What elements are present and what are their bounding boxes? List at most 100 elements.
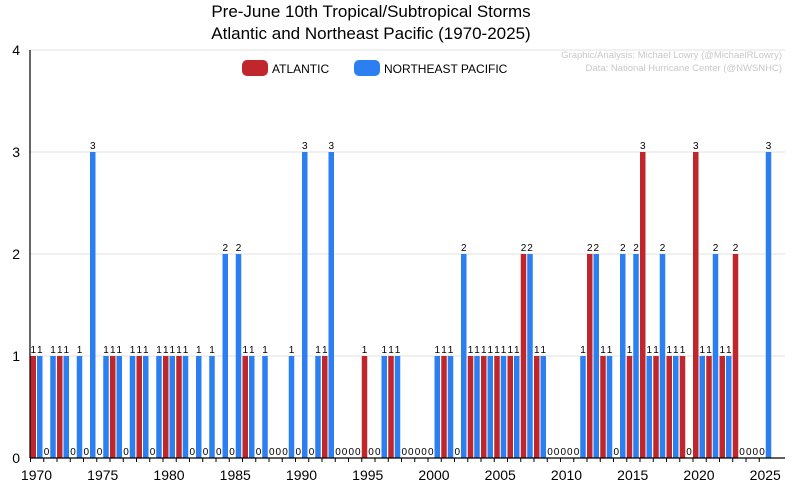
- bar-atlantic-2005: [494, 356, 500, 458]
- bar-atlantic-2007: [520, 254, 527, 458]
- bar-northeast-pacific-1991: [315, 356, 321, 458]
- y-tick-label-2: 2: [12, 246, 20, 262]
- value-label-northeast-pacific-1993: 0: [342, 447, 348, 458]
- bar-atlantic-2012: [587, 254, 593, 458]
- value-label-northeast-pacific-1979: 1: [156, 345, 162, 356]
- value-label-northeast-pacific-1992: 3: [328, 141, 334, 152]
- bar-northeast-pacific-2020: [699, 356, 705, 458]
- bar-northeast-pacific-1986: [249, 356, 255, 458]
- bar-northeast-pacific-2021: [712, 254, 719, 458]
- legend-label-northeast-pacific: NORTHEAST PACIFIC: [384, 62, 508, 76]
- value-label-northeast-pacific-1998: 0: [408, 447, 414, 458]
- grid: [30, 49, 785, 357]
- value-label-northeast-pacific-1987: 1: [262, 345, 268, 356]
- bar-atlantic-2004: [481, 356, 487, 458]
- bar-northeast-pacific-1997: [394, 356, 401, 458]
- bar-northeast-pacific-1972: [63, 356, 69, 458]
- bar-northeast-pacific-2014: [620, 254, 626, 458]
- bar-northeast-pacific-1971: [50, 356, 56, 458]
- x-tick-labels: 1970 1975 1980 1985 1990 1995 2000 2005 2010 2015…: [21, 467, 781, 483]
- value-label-atlantic-1972: 1: [57, 345, 63, 356]
- bar-atlantic-1995: [361, 356, 368, 458]
- value-label-northeast-pacific-2012: 2: [593, 243, 599, 254]
- bar-northeast-pacific-2013: [606, 356, 613, 458]
- value-label-northeast-pacific-1971: 1: [50, 345, 56, 356]
- bar-northeast-pacific-1979: [156, 356, 162, 458]
- bar-northeast-pacific-2015: [633, 254, 639, 458]
- value-label-atlantic-1997: 1: [388, 345, 394, 356]
- value-label-northeast-pacific-1988: 0: [275, 447, 281, 458]
- value-label-northeast-pacific-2002: 2: [461, 243, 467, 254]
- credit-line-1: Graphic/Analysis: Michael Lowry (@Michae…: [561, 50, 782, 61]
- value-label-northeast-pacific-2011: 1: [580, 345, 586, 356]
- bar-northeast-pacific-1977: [129, 356, 136, 458]
- value-label-northeast-pacific-1977: 1: [130, 345, 136, 356]
- value-label-atlantic-1988: 0: [269, 447, 275, 458]
- bar-atlantic-2016: [640, 152, 646, 458]
- value-label-northeast-pacific-2017: 2: [660, 243, 666, 254]
- value-label-northeast-pacific-1989: 1: [289, 345, 295, 356]
- bar-atlantic-2022: [719, 356, 725, 458]
- value-label-atlantic-2019: 1: [680, 345, 686, 356]
- bar-northeast-pacific-2012: [593, 254, 599, 458]
- value-label-atlantic-2006: 1: [507, 345, 513, 356]
- bar-atlantic-1997: [388, 356, 394, 458]
- value-label-atlantic-1977: 0: [123, 447, 129, 458]
- value-label-atlantic-2000: 0: [428, 447, 434, 458]
- bar-atlantic-1981: [176, 356, 182, 458]
- bar-northeast-pacific-2011: [580, 356, 586, 458]
- value-label-northeast-pacific-1994: 0: [355, 447, 361, 458]
- value-label-atlantic-1990: 0: [295, 447, 301, 458]
- value-label-atlantic-2020: 3: [693, 141, 699, 152]
- bar-northeast-pacific-2025: [765, 152, 772, 458]
- bar-northeast-pacific-1973: [76, 356, 83, 458]
- bars: [30, 152, 772, 458]
- value-label-atlantic-1976: 1: [110, 345, 116, 356]
- value-label-atlantic-2015: 1: [627, 345, 633, 356]
- value-label-northeast-pacific-1982: 1: [196, 345, 202, 356]
- value-label-atlantic-2003: 1: [468, 345, 474, 356]
- value-label-atlantic-1975: 0: [97, 447, 103, 458]
- chart-title-line-2: Atlantic and Northeast Pacific (1970-202…: [211, 24, 530, 43]
- chart-title-line-1: Pre-June 10th Tropical/Subtropical Storm…: [211, 2, 530, 21]
- value-label-northeast-pacific-1986: 1: [249, 345, 255, 356]
- x-tick-label-1990: 1990: [286, 467, 317, 483]
- bar-northeast-pacific-2016: [646, 356, 652, 458]
- value-label-northeast-pacific-2000: 1: [434, 345, 440, 356]
- value-label-northeast-pacific-2004: 1: [487, 345, 493, 356]
- bar-northeast-pacific-1978: [143, 356, 149, 458]
- value-label-atlantic-1979: 0: [150, 447, 156, 458]
- bar-atlantic-2008: [534, 356, 540, 458]
- value-label-northeast-pacific-1978: 1: [143, 345, 149, 356]
- value-label-northeast-pacific-1995: 0: [368, 447, 374, 458]
- value-label-northeast-pacific-2005: 1: [501, 345, 507, 356]
- value-label-atlantic-2022: 1: [719, 345, 725, 356]
- bar-northeast-pacific-2004: [487, 356, 493, 458]
- value-label-atlantic-2010: 0: [560, 447, 566, 458]
- bar-atlantic-2015: [626, 356, 633, 458]
- value-label-northeast-pacific-1981: 1: [183, 345, 189, 356]
- x-tick-label-2015: 2015: [617, 467, 648, 483]
- bar-northeast-pacific-1987: [262, 356, 268, 458]
- value-label-northeast-pacific-2020: 1: [699, 345, 705, 356]
- bar-atlantic-1976: [110, 356, 116, 458]
- value-label-northeast-pacific-1990: 3: [302, 141, 308, 152]
- value-label-atlantic-2007: 2: [521, 243, 527, 254]
- bar-northeast-pacific-1981: [182, 356, 189, 458]
- bar-northeast-pacific-1975: [103, 356, 109, 458]
- value-label-atlantic-1973: 0: [70, 447, 76, 458]
- value-label-northeast-pacific-1980: 1: [169, 345, 175, 356]
- bar-northeast-pacific-1989: [288, 356, 295, 458]
- bar-northeast-pacific-2006: [514, 356, 520, 458]
- value-label-atlantic-1996: 0: [375, 447, 381, 458]
- value-label-atlantic-2008: 1: [534, 345, 540, 356]
- value-label-atlantic-2021: 1: [706, 345, 712, 356]
- bar-atlantic-1980: [163, 356, 169, 458]
- bar-northeast-pacific-1996: [381, 356, 387, 458]
- bar-atlantic-1978: [136, 356, 142, 458]
- value-label-northeast-pacific-1973: 1: [77, 345, 83, 356]
- value-label-northeast-pacific-1974: 3: [90, 141, 96, 152]
- value-label-northeast-pacific-2021: 2: [713, 243, 719, 254]
- value-label-northeast-pacific-1997: 1: [395, 345, 401, 356]
- bar-northeast-pacific-2022: [726, 356, 732, 458]
